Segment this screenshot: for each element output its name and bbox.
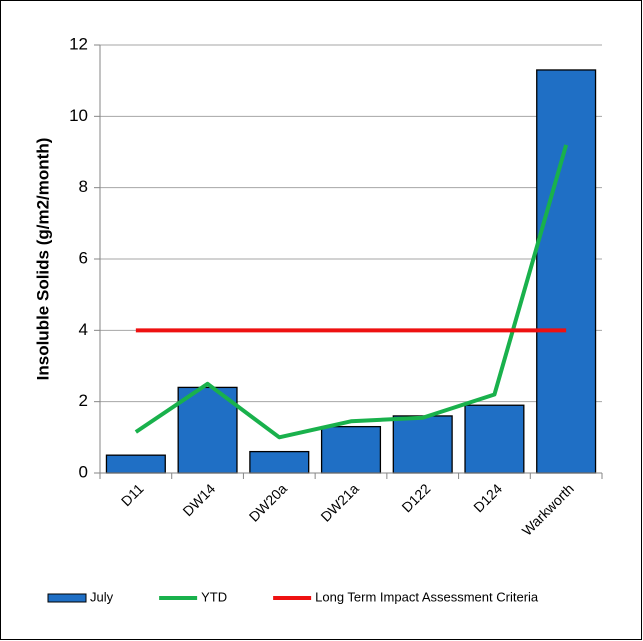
y-tick-label: 6	[79, 248, 88, 267]
y-tick-label: 4	[79, 320, 88, 339]
bar	[464, 404, 525, 474]
bar	[249, 450, 310, 474]
line	[134, 144, 569, 440]
legend-swatch	[47, 593, 87, 603]
legend-label: YTD	[201, 589, 227, 604]
y-tick-label: 10	[69, 106, 88, 125]
y-tick-label: 0	[79, 462, 88, 481]
y-tick-label: 8	[79, 177, 88, 196]
bar	[105, 454, 166, 474]
bar	[320, 425, 382, 474]
bar	[536, 69, 597, 474]
legend-label: Long Term Impact Assessment Criteria	[315, 589, 539, 604]
legend-label: July	[90, 589, 114, 604]
bar	[392, 415, 453, 474]
y-tick-label: 2	[79, 391, 88, 410]
bar	[177, 386, 238, 474]
y-tick-label: 12	[69, 34, 88, 53]
y-axis-title: Insoluble Solids (g/m2/month)	[33, 138, 52, 381]
